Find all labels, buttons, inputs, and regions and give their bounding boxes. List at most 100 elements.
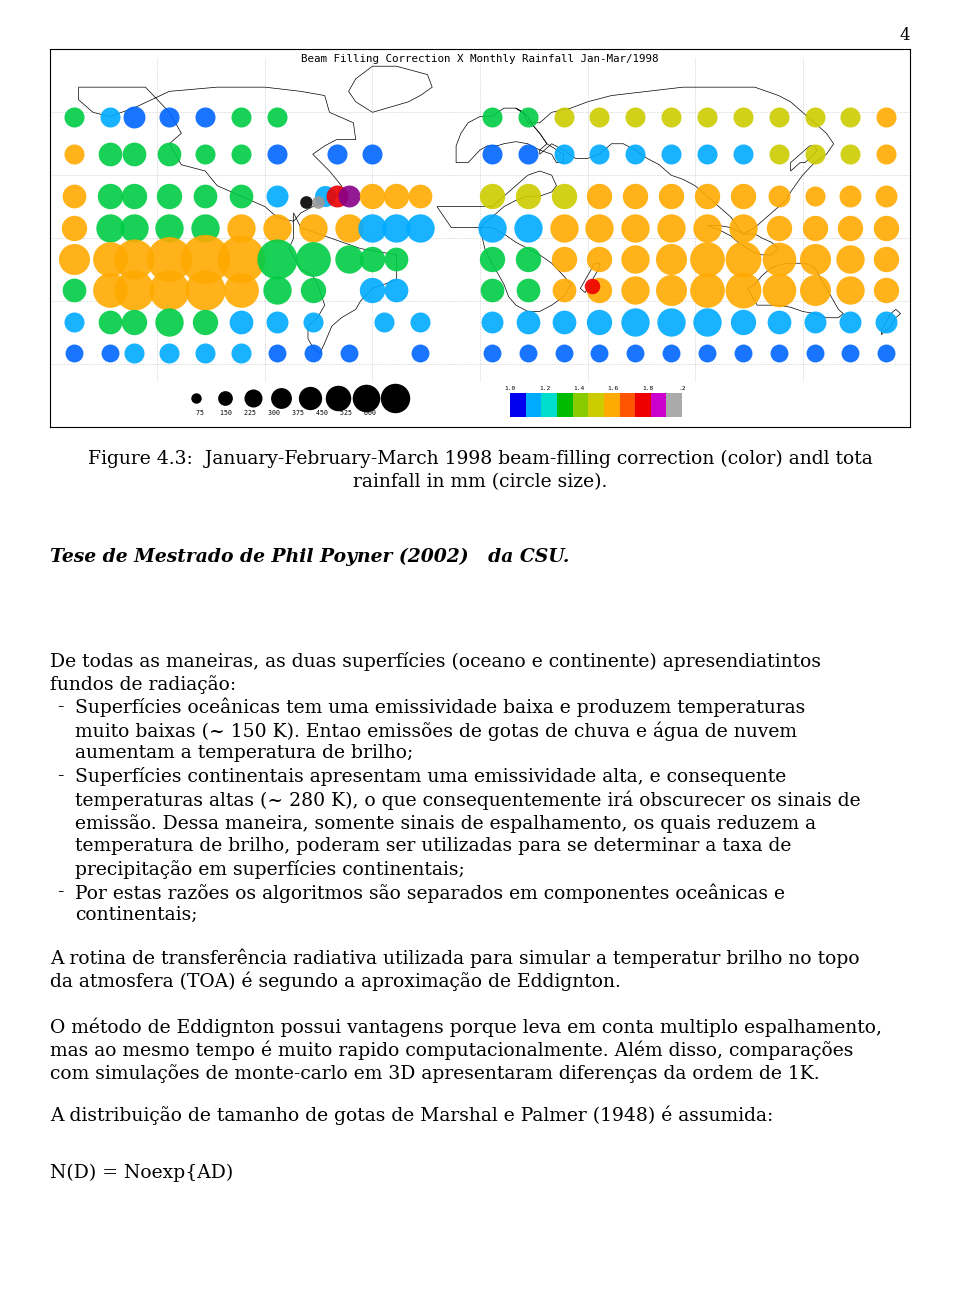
Point xyxy=(126,248,141,269)
Point xyxy=(735,311,751,332)
Point xyxy=(341,343,356,364)
Text: A rotina de transferência radiativa utilizada para simular a temperatur brilho n: A rotina de transferência radiativa util… xyxy=(50,948,859,968)
Point xyxy=(233,280,249,301)
Point xyxy=(699,186,714,207)
Text: 1.4: 1.4 xyxy=(573,386,585,390)
Point xyxy=(269,343,284,364)
Point xyxy=(735,186,751,207)
Point xyxy=(161,144,177,165)
Point xyxy=(161,343,177,364)
Text: Figure 4.3:  January-February-March 1998 beam-filling correction (color) andl to: Figure 4.3: January-February-March 1998 … xyxy=(87,450,873,468)
Point xyxy=(843,248,858,269)
Point xyxy=(556,107,571,127)
Point xyxy=(843,311,858,332)
Point xyxy=(628,248,643,269)
Text: da atmosfera (TOA) é segundo a aproximação de Eddignton.: da atmosfera (TOA) é segundo a aproximaç… xyxy=(50,971,621,990)
Point xyxy=(413,311,428,332)
Point xyxy=(806,217,822,238)
Point xyxy=(389,280,404,301)
Point xyxy=(66,311,82,332)
Point xyxy=(878,186,894,207)
Point xyxy=(310,193,325,213)
Text: -: - xyxy=(58,883,64,902)
Text: temperatura de brilho, poderam ser utilizadas para se determinar a taxa de: temperatura de brilho, poderam ser utili… xyxy=(75,837,791,855)
Bar xyxy=(573,393,588,418)
Text: temperaturas altas (~ 280 K), o que consequentemente irá obscurecer os sinais de: temperaturas altas (~ 280 K), o que cons… xyxy=(75,791,860,811)
Bar xyxy=(666,393,683,418)
Point xyxy=(217,388,232,409)
Point xyxy=(66,144,82,165)
Point xyxy=(806,186,822,207)
Point xyxy=(771,248,786,269)
Point xyxy=(413,343,428,364)
Point xyxy=(305,311,321,332)
Point xyxy=(66,343,82,364)
Text: emissão. Dessa maneira, somente sinais de espalhamento, os quais reduzem a: emissão. Dessa maneira, somente sinais d… xyxy=(75,813,816,833)
Point xyxy=(102,144,117,165)
Point xyxy=(735,107,751,127)
Point xyxy=(126,280,141,301)
Text: Superfícies continentais apresentam uma emissividade alta, e consequente: Superfícies continentais apresentam uma … xyxy=(75,768,786,786)
Point xyxy=(198,248,213,269)
Point xyxy=(520,107,536,127)
Point xyxy=(484,343,499,364)
Point xyxy=(663,144,679,165)
Point xyxy=(413,186,428,207)
Point xyxy=(126,186,141,207)
Text: 75    150   225   300   375   450   525   600: 75 150 225 300 375 450 525 600 xyxy=(187,410,375,416)
Point xyxy=(317,186,332,207)
Point xyxy=(556,144,571,165)
Point xyxy=(878,311,894,332)
Point xyxy=(484,186,499,207)
Point xyxy=(878,217,894,238)
Point xyxy=(365,186,380,207)
Bar xyxy=(636,393,651,418)
Point xyxy=(274,388,289,409)
Point xyxy=(699,343,714,364)
Point xyxy=(413,217,428,238)
Point xyxy=(126,343,141,364)
Point xyxy=(806,248,822,269)
Point xyxy=(341,248,356,269)
Point xyxy=(520,311,536,332)
Point xyxy=(484,311,499,332)
Point xyxy=(102,248,117,269)
Text: 4: 4 xyxy=(900,27,910,44)
Text: N(D) = Noexp{AD): N(D) = Noexp{AD) xyxy=(50,1163,233,1181)
Point xyxy=(843,343,858,364)
Text: Superfícies oceânicas tem uma emissividade baixa e produzem temperaturas: Superfícies oceânicas tem uma emissivida… xyxy=(75,697,805,717)
Point xyxy=(269,144,284,165)
Point xyxy=(843,280,858,301)
Point xyxy=(735,343,751,364)
Point xyxy=(161,311,177,332)
Point xyxy=(591,248,607,269)
Point xyxy=(628,280,643,301)
Point xyxy=(878,107,894,127)
Point xyxy=(198,217,213,238)
Point xyxy=(663,343,679,364)
Text: Tese de Mestrado de Phil Poyner (2002)   da CSU.: Tese de Mestrado de Phil Poyner (2002) d… xyxy=(50,548,569,566)
Text: .2: .2 xyxy=(679,386,685,390)
Point xyxy=(591,343,607,364)
Point xyxy=(591,186,607,207)
Point xyxy=(735,248,751,269)
Bar xyxy=(510,393,526,418)
Point xyxy=(806,311,822,332)
Point xyxy=(198,343,213,364)
Point xyxy=(484,144,499,165)
Point xyxy=(699,217,714,238)
Point xyxy=(843,217,858,238)
Point xyxy=(663,107,679,127)
Point xyxy=(330,388,346,409)
Point xyxy=(329,144,345,165)
Text: 1.0: 1.0 xyxy=(505,386,516,390)
Point xyxy=(699,280,714,301)
Point xyxy=(66,217,82,238)
Point xyxy=(699,248,714,269)
Point xyxy=(269,186,284,207)
Point xyxy=(771,217,786,238)
Point xyxy=(663,248,679,269)
Point xyxy=(663,186,679,207)
Point xyxy=(161,248,177,269)
Point xyxy=(591,311,607,332)
